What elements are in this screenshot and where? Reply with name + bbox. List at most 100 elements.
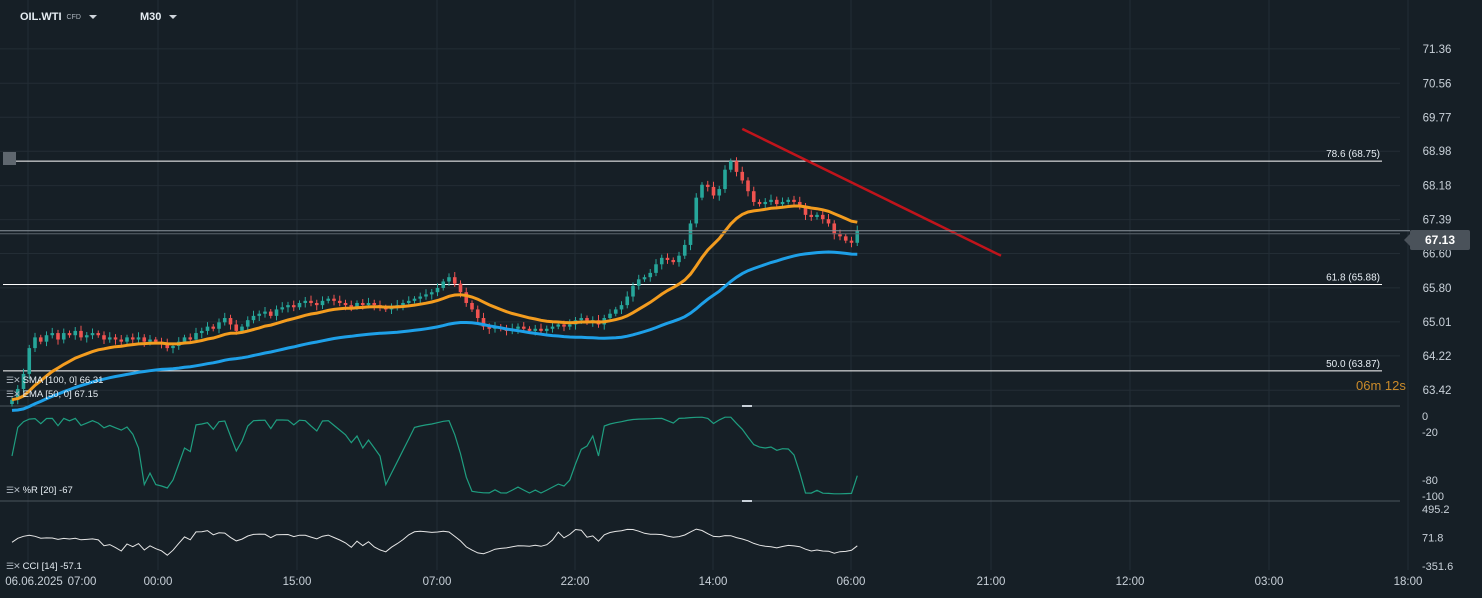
time-axis-label: 14:00 bbox=[699, 576, 728, 588]
candle bbox=[286, 301, 290, 313]
candle bbox=[119, 335, 124, 346]
candle-body bbox=[73, 330, 78, 336]
candle-body bbox=[222, 318, 227, 323]
candle-body bbox=[527, 328, 532, 331]
price-axis-label: 70.56 bbox=[1423, 78, 1452, 90]
time-axis-label: 21:00 bbox=[977, 576, 1006, 588]
candle bbox=[849, 236, 854, 248]
menu-icon[interactable]: ☰✕ bbox=[6, 485, 21, 495]
candle-body bbox=[424, 294, 428, 297]
candle-body bbox=[682, 244, 687, 256]
candle-body bbox=[677, 255, 681, 263]
countdown-seconds: 12s bbox=[1384, 378, 1406, 393]
candle bbox=[205, 322, 210, 335]
candle-body bbox=[832, 223, 837, 235]
candle bbox=[412, 296, 417, 304]
candle bbox=[711, 181, 716, 199]
candle-body bbox=[481, 318, 486, 327]
symbol-selector[interactable]: OIL.WTI CFD bbox=[20, 11, 97, 23]
candle bbox=[613, 306, 618, 317]
candle bbox=[682, 239, 687, 259]
candle-body bbox=[343, 302, 348, 306]
indicator-ema-label: EMA [50, 0] 67.15 bbox=[22, 389, 99, 400]
menu-icon[interactable]: ☰✕ bbox=[6, 561, 21, 571]
candle-body bbox=[50, 333, 55, 336]
candle bbox=[395, 299, 400, 311]
candle bbox=[372, 299, 377, 311]
indicator-cci-legend[interactable]: ☰✕ CCI [14] -57.1 bbox=[6, 561, 82, 572]
candle bbox=[700, 182, 704, 201]
candle-body bbox=[441, 281, 446, 288]
drawing-tool-handle[interactable] bbox=[3, 152, 16, 165]
candle bbox=[21, 368, 26, 393]
price-axis-label: 67.39 bbox=[1423, 215, 1452, 227]
candle bbox=[263, 307, 267, 318]
candle bbox=[757, 199, 762, 207]
indicator-ema-legend[interactable]: ☰✕ EMA [50, 0] 67.15 bbox=[6, 389, 98, 400]
candle bbox=[217, 318, 221, 334]
candle-body bbox=[372, 302, 377, 306]
candle bbox=[631, 282, 635, 302]
candle bbox=[539, 323, 543, 335]
fib-level-label: 61.8 (65.88) bbox=[1326, 272, 1380, 283]
candle-body bbox=[303, 300, 308, 303]
candle-body bbox=[786, 199, 791, 202]
price-axis-label: 65.80 bbox=[1423, 283, 1452, 295]
candle bbox=[665, 253, 670, 264]
timeframe-selector[interactable]: M30 bbox=[140, 11, 178, 23]
fib-level-label: 50.0 (63.87) bbox=[1326, 359, 1380, 370]
pane-resize-handle[interactable] bbox=[742, 405, 752, 407]
symbol-tag: CFD bbox=[66, 13, 81, 21]
menu-icon[interactable]: ☰✕ bbox=[6, 375, 21, 385]
pane-resize-handle[interactable] bbox=[742, 500, 752, 502]
candle bbox=[73, 327, 78, 340]
candle-body bbox=[27, 348, 32, 374]
candle-body bbox=[613, 309, 618, 314]
candle-body bbox=[429, 292, 434, 295]
candle-body bbox=[774, 199, 779, 205]
indicator-wr-legend[interactable]: ☰✕ %R [20] -67 bbox=[6, 485, 73, 496]
candle bbox=[746, 177, 750, 197]
candle bbox=[337, 295, 342, 307]
candle-body bbox=[263, 311, 267, 314]
candle-body bbox=[435, 287, 440, 293]
candle-body bbox=[67, 333, 72, 336]
time-axis-label: 12:00 bbox=[1116, 576, 1145, 588]
candle-body bbox=[717, 189, 722, 196]
candle-body bbox=[843, 236, 848, 241]
menu-icon[interactable]: ☰✕ bbox=[6, 389, 21, 399]
candle-body bbox=[412, 298, 417, 301]
candle-body bbox=[38, 337, 43, 342]
candle-body bbox=[360, 302, 365, 306]
candle-body bbox=[659, 257, 664, 265]
candle bbox=[740, 166, 745, 184]
candle-body bbox=[711, 186, 716, 196]
candle-body bbox=[96, 333, 101, 336]
candle-body bbox=[797, 201, 802, 207]
candle-body bbox=[619, 305, 624, 310]
candle bbox=[418, 292, 423, 304]
candle-body bbox=[297, 302, 302, 308]
candle bbox=[435, 283, 440, 297]
candle bbox=[447, 273, 451, 286]
timeframe-label: M30 bbox=[140, 11, 162, 23]
wr-axis-label: -20 bbox=[1422, 427, 1438, 439]
candle-body bbox=[366, 302, 371, 306]
candle-body bbox=[199, 330, 204, 334]
candle-body bbox=[15, 388, 20, 400]
candle bbox=[648, 269, 653, 282]
cci-axis-label: 495.2 bbox=[1422, 504, 1450, 516]
candle bbox=[826, 213, 831, 227]
indicator-sma-legend[interactable]: ☰✕ SMA [100, 0] 66.31 bbox=[6, 375, 103, 386]
candle bbox=[320, 296, 325, 309]
candle-body bbox=[291, 305, 296, 308]
candle-body bbox=[314, 302, 319, 306]
candle bbox=[44, 331, 49, 347]
candle-body bbox=[355, 302, 359, 308]
candle-body bbox=[326, 298, 331, 301]
ema-line bbox=[11, 204, 858, 402]
candle-body bbox=[309, 300, 313, 303]
candle bbox=[211, 324, 216, 332]
candle-body bbox=[757, 201, 762, 205]
